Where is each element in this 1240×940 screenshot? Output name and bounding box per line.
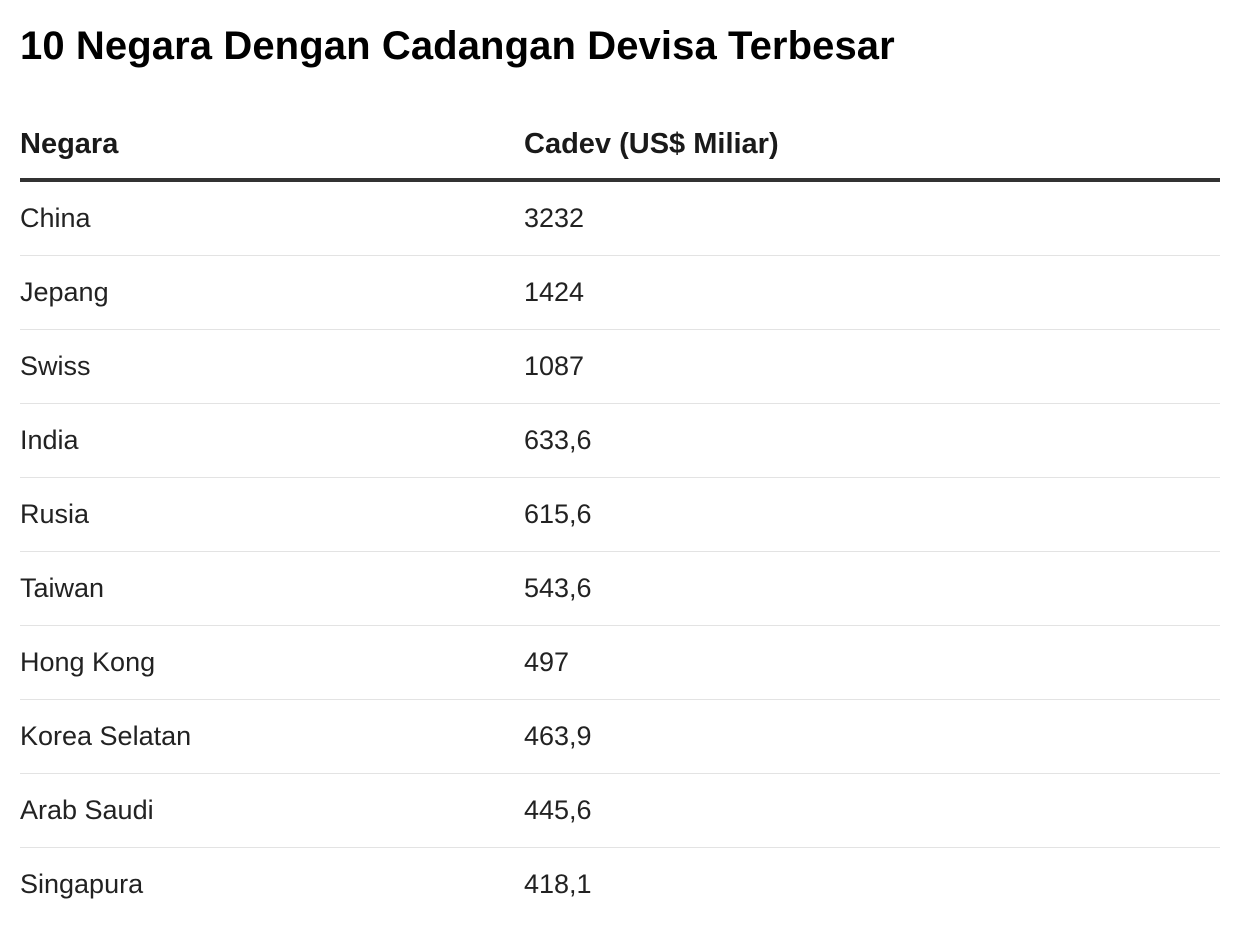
table-body: China 3232 Jepang 1424 Swiss 1087 India 633,6 Ru… (20, 182, 1220, 921)
chart-title: 10 Negara Dengan Cadangan Devisa Terbesa… (20, 24, 895, 68)
cell-reserves-value: 1424 (524, 277, 585, 307)
cell-country: Taiwan (20, 573, 105, 603)
column-header-reserves: Cadev (US$ Miliar) (524, 128, 779, 160)
cell-country: Singapura (20, 869, 144, 899)
cell-reserves-value: 497 (524, 647, 570, 677)
table-row: Rusia 615,6 (20, 478, 1220, 552)
cell-country: India (20, 425, 79, 455)
table-row: Hong Kong 497 (20, 626, 1220, 700)
cell-reserves-value: 445,6 (524, 795, 592, 825)
cell-reserves-value: 418,1 (524, 869, 592, 899)
cell-reserves-value: 543,6 (524, 573, 592, 603)
cell-country: Rusia (20, 499, 90, 529)
table-row: Arab Saudi 445,6 (20, 774, 1220, 848)
cell-reserves-value: 1087 (524, 351, 585, 381)
cell-country: Swiss (20, 351, 91, 381)
table-row: Taiwan 543,6 (20, 552, 1220, 626)
cell-country: Jepang (20, 277, 109, 307)
cell-country: Arab Saudi (20, 795, 154, 825)
table-row: Swiss 1087 (20, 330, 1220, 404)
cell-reserves-value: 633,6 (524, 425, 592, 455)
cell-country: Hong Kong (20, 647, 156, 677)
column-header-country: Negara (20, 128, 119, 160)
table-header-row: Negara Cadev (US$ Miliar) (20, 110, 1220, 182)
table-row: Korea Selatan 463,9 (20, 700, 1220, 774)
cell-country: China (20, 203, 91, 233)
cell-reserves-value: 463,9 (524, 721, 592, 751)
table-row: Singapura 418,1 (20, 848, 1220, 921)
cell-country: Korea Selatan (20, 721, 192, 751)
table-row: India 633,6 (20, 404, 1220, 478)
cell-reserves-value: 615,6 (524, 499, 592, 529)
data-table: Negara Cadev (US$ Miliar) China 3232 Jepan… (20, 110, 1220, 921)
cell-reserves-value: 3232 (524, 203, 585, 233)
table-row: China 3232 (20, 182, 1220, 256)
table-row: Jepang 1424 (20, 256, 1220, 330)
